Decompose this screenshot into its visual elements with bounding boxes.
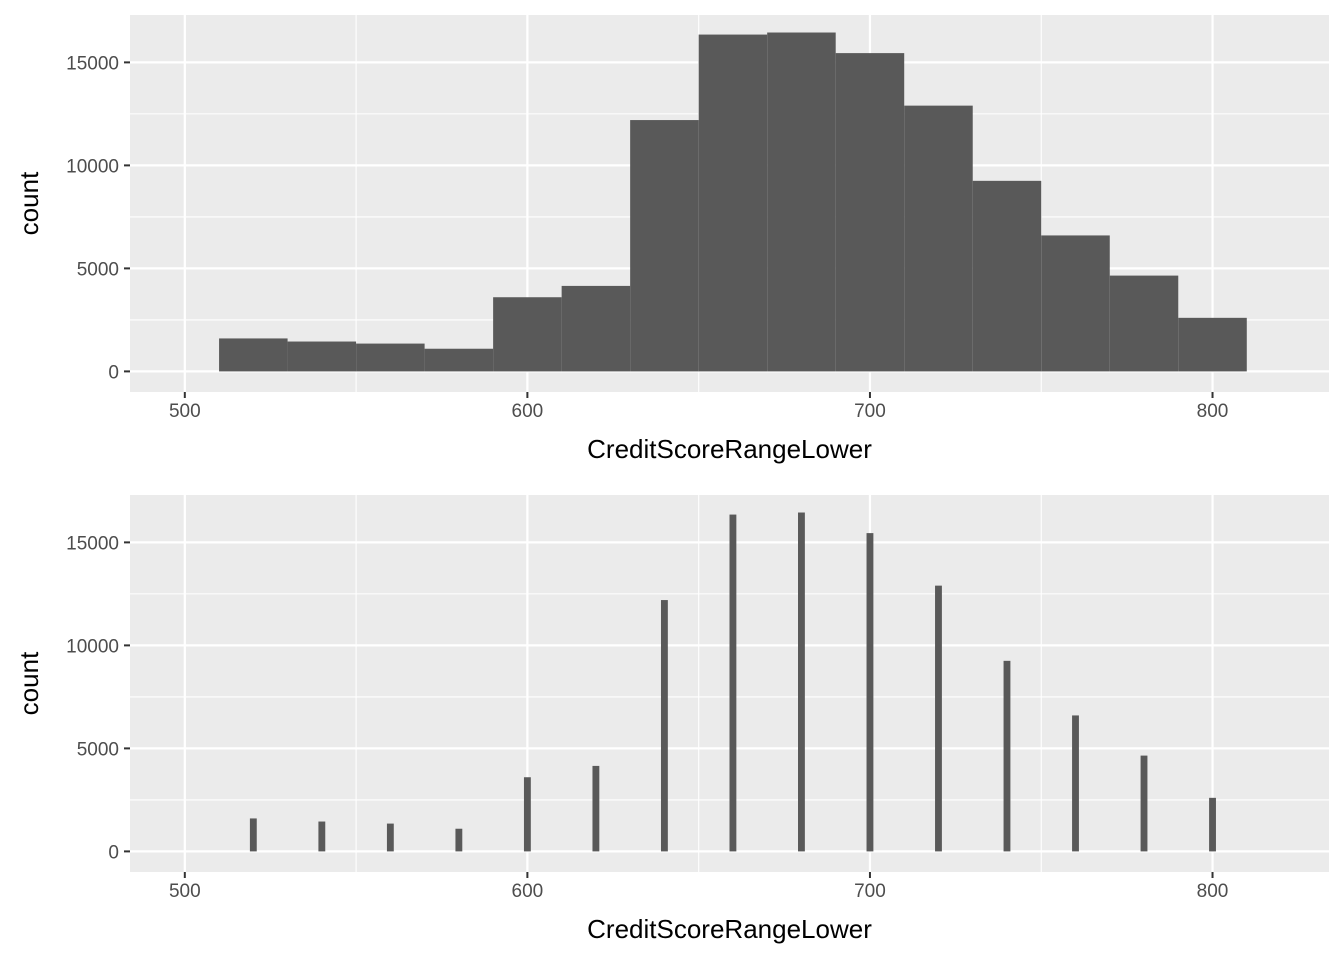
y-tick-label: 5000 xyxy=(77,739,119,760)
x-tick-label: 500 xyxy=(169,881,201,902)
bar xyxy=(287,341,357,372)
y-tick-label: 5000 xyxy=(77,259,119,280)
bar xyxy=(1109,275,1179,372)
x-tick-label: 800 xyxy=(1197,401,1229,422)
bar xyxy=(1209,797,1216,852)
y-tick-label: 15000 xyxy=(66,53,119,74)
x-tick-label: 800 xyxy=(1197,881,1229,902)
y-tick-label: 0 xyxy=(108,362,119,383)
bar xyxy=(630,120,699,372)
bar xyxy=(935,585,942,852)
x-tick-label: 700 xyxy=(854,881,886,902)
bar xyxy=(1178,317,1247,372)
x-axis-title: CreditScoreRangeLower xyxy=(587,914,872,944)
bar xyxy=(1041,235,1110,372)
bar xyxy=(455,828,463,852)
x-tick-label: 500 xyxy=(169,401,201,422)
bar xyxy=(1140,755,1148,852)
y-tick-label: 15000 xyxy=(66,533,119,554)
x-tick-label: 700 xyxy=(854,401,886,422)
bar xyxy=(767,32,836,372)
bar xyxy=(249,818,257,852)
bar xyxy=(493,297,562,372)
bar xyxy=(835,53,905,372)
x-tick-label: 600 xyxy=(512,401,544,422)
bar xyxy=(318,821,326,852)
bar xyxy=(698,34,768,372)
bar xyxy=(561,285,631,372)
bar xyxy=(424,348,494,372)
bar xyxy=(386,823,394,852)
bar xyxy=(798,512,805,852)
x-tick-label: 600 xyxy=(512,881,544,902)
y-axis-title: count xyxy=(14,651,44,715)
histogram-chart-bottom: 500 600 700 800 0 5000 10000 15000 CreditScoreRa… xyxy=(14,495,1329,944)
y-tick-label: 0 xyxy=(108,842,119,863)
bar xyxy=(219,338,288,372)
bar xyxy=(1072,715,1079,852)
bar xyxy=(592,765,600,852)
x-axis-title: CreditScoreRangeLower xyxy=(587,434,872,464)
y-axis-title: count xyxy=(14,171,44,235)
bar xyxy=(1003,660,1011,852)
histogram-chart-top: 500 600 700 800 0 5000 10000 15000 CreditScoreRa… xyxy=(14,15,1329,464)
bar xyxy=(904,105,973,372)
bar xyxy=(660,600,668,852)
y-tick-label: 10000 xyxy=(66,156,119,177)
bar xyxy=(523,777,531,852)
bar xyxy=(866,533,874,852)
bar xyxy=(729,514,737,852)
y-tick-label: 10000 xyxy=(66,636,119,657)
bar xyxy=(356,343,425,372)
bar xyxy=(972,180,1042,372)
